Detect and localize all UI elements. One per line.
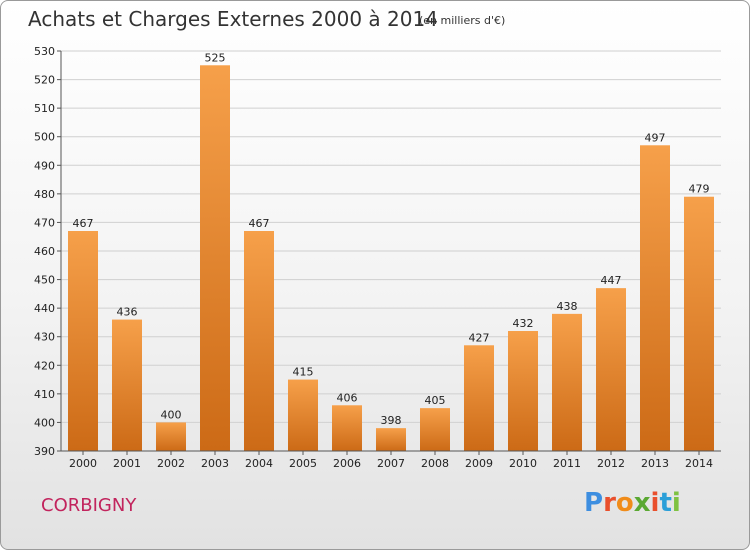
data-label-2001: 436 xyxy=(117,306,138,319)
bar-2012 xyxy=(596,288,626,451)
location-name: CORBIGNY xyxy=(41,495,137,516)
y-tick-label: 460 xyxy=(34,245,55,258)
y-tick-label: 530 xyxy=(34,45,55,58)
x-tick-label-2002: 2002 xyxy=(157,457,185,470)
data-label-2000: 467 xyxy=(73,217,94,230)
bar-2004 xyxy=(244,231,274,451)
y-tick-label: 410 xyxy=(34,388,55,401)
bars: 467 436 400 525 467 415 406 398 405 427 432 438 447 4… xyxy=(68,51,714,452)
y-tick-label: 470 xyxy=(34,216,55,229)
y-tick-label: 430 xyxy=(34,331,55,344)
y-tick-label: 420 xyxy=(34,359,55,372)
data-label-2004: 467 xyxy=(249,217,270,230)
data-label-2003: 525 xyxy=(205,51,226,64)
bar-2006 xyxy=(332,405,362,451)
data-label-2014: 479 xyxy=(689,183,710,196)
chart-title: Achats et Charges Externes 2000 à 2014 xyxy=(28,7,438,31)
logo-letter: t xyxy=(659,488,672,518)
data-label-2009: 427 xyxy=(469,331,490,344)
bar-2013 xyxy=(640,145,670,452)
bar-2002 xyxy=(156,422,186,451)
bar-2009 xyxy=(464,345,494,451)
data-label-2010: 432 xyxy=(513,317,534,330)
logo-letter: o xyxy=(615,488,634,518)
y-tick-label: 490 xyxy=(34,159,55,172)
bar-2007 xyxy=(376,428,406,451)
x-tick-label-2007: 2007 xyxy=(377,457,405,470)
x-tick-label-2012: 2012 xyxy=(597,457,625,470)
data-label-2011: 438 xyxy=(557,300,578,313)
data-label-2008: 405 xyxy=(425,394,446,407)
bar-2003 xyxy=(200,65,230,452)
bar-2008 xyxy=(420,408,450,451)
y-tick-label: 450 xyxy=(34,274,55,287)
x-tick-label-2010: 2010 xyxy=(509,457,537,470)
logo-letter: x xyxy=(633,488,651,518)
bar-2000 xyxy=(68,231,98,451)
axes: 390 400 410 420 430 440 450 460 470 480 490 500 510 5… xyxy=(34,45,721,470)
x-tick-label-2000: 2000 xyxy=(69,457,97,470)
y-tick-label: 400 xyxy=(34,416,55,429)
x-tick-label-2006: 2006 xyxy=(333,457,361,470)
data-label-2002: 400 xyxy=(161,408,182,421)
x-tick-label-2009: 2009 xyxy=(465,457,493,470)
x-tick-label-2014: 2014 xyxy=(685,457,713,470)
data-label-2012: 447 xyxy=(601,274,622,287)
y-tick-label: 440 xyxy=(34,302,55,315)
logo-letter: i xyxy=(671,488,681,518)
logo-letter: P xyxy=(584,488,604,518)
logo-letter: r xyxy=(603,488,616,518)
x-tick-label-2005: 2005 xyxy=(289,457,317,470)
bar-2005 xyxy=(288,379,318,451)
x-tick-label-2004: 2004 xyxy=(245,457,273,470)
chart-subtitle: (en milliers d'€) xyxy=(419,14,506,27)
y-tick-label: 390 xyxy=(34,445,55,458)
y-tick-label: 480 xyxy=(34,188,55,201)
data-label-2013: 497 xyxy=(645,131,666,144)
logo-letter: i xyxy=(650,488,660,518)
data-label-2005: 415 xyxy=(293,366,314,379)
x-tick-label-2003: 2003 xyxy=(201,457,229,470)
data-label-2007: 398 xyxy=(381,414,402,427)
bar-2001 xyxy=(112,319,142,451)
bar-2011 xyxy=(552,313,582,451)
x-tick-label-2011: 2011 xyxy=(553,457,581,470)
y-tick-label: 500 xyxy=(34,131,55,144)
bar-2010 xyxy=(508,331,538,451)
y-tick-label: 510 xyxy=(34,102,55,115)
bar-2014 xyxy=(684,196,714,451)
y-tick-label: 520 xyxy=(34,74,55,87)
data-label-2006: 406 xyxy=(337,391,358,404)
proxiti-logo[interactable]: Proxiti xyxy=(584,488,681,518)
x-tick-label-2013: 2013 xyxy=(641,457,669,470)
x-tick-label-2008: 2008 xyxy=(421,457,449,470)
x-tick-label-2001: 2001 xyxy=(113,457,141,470)
